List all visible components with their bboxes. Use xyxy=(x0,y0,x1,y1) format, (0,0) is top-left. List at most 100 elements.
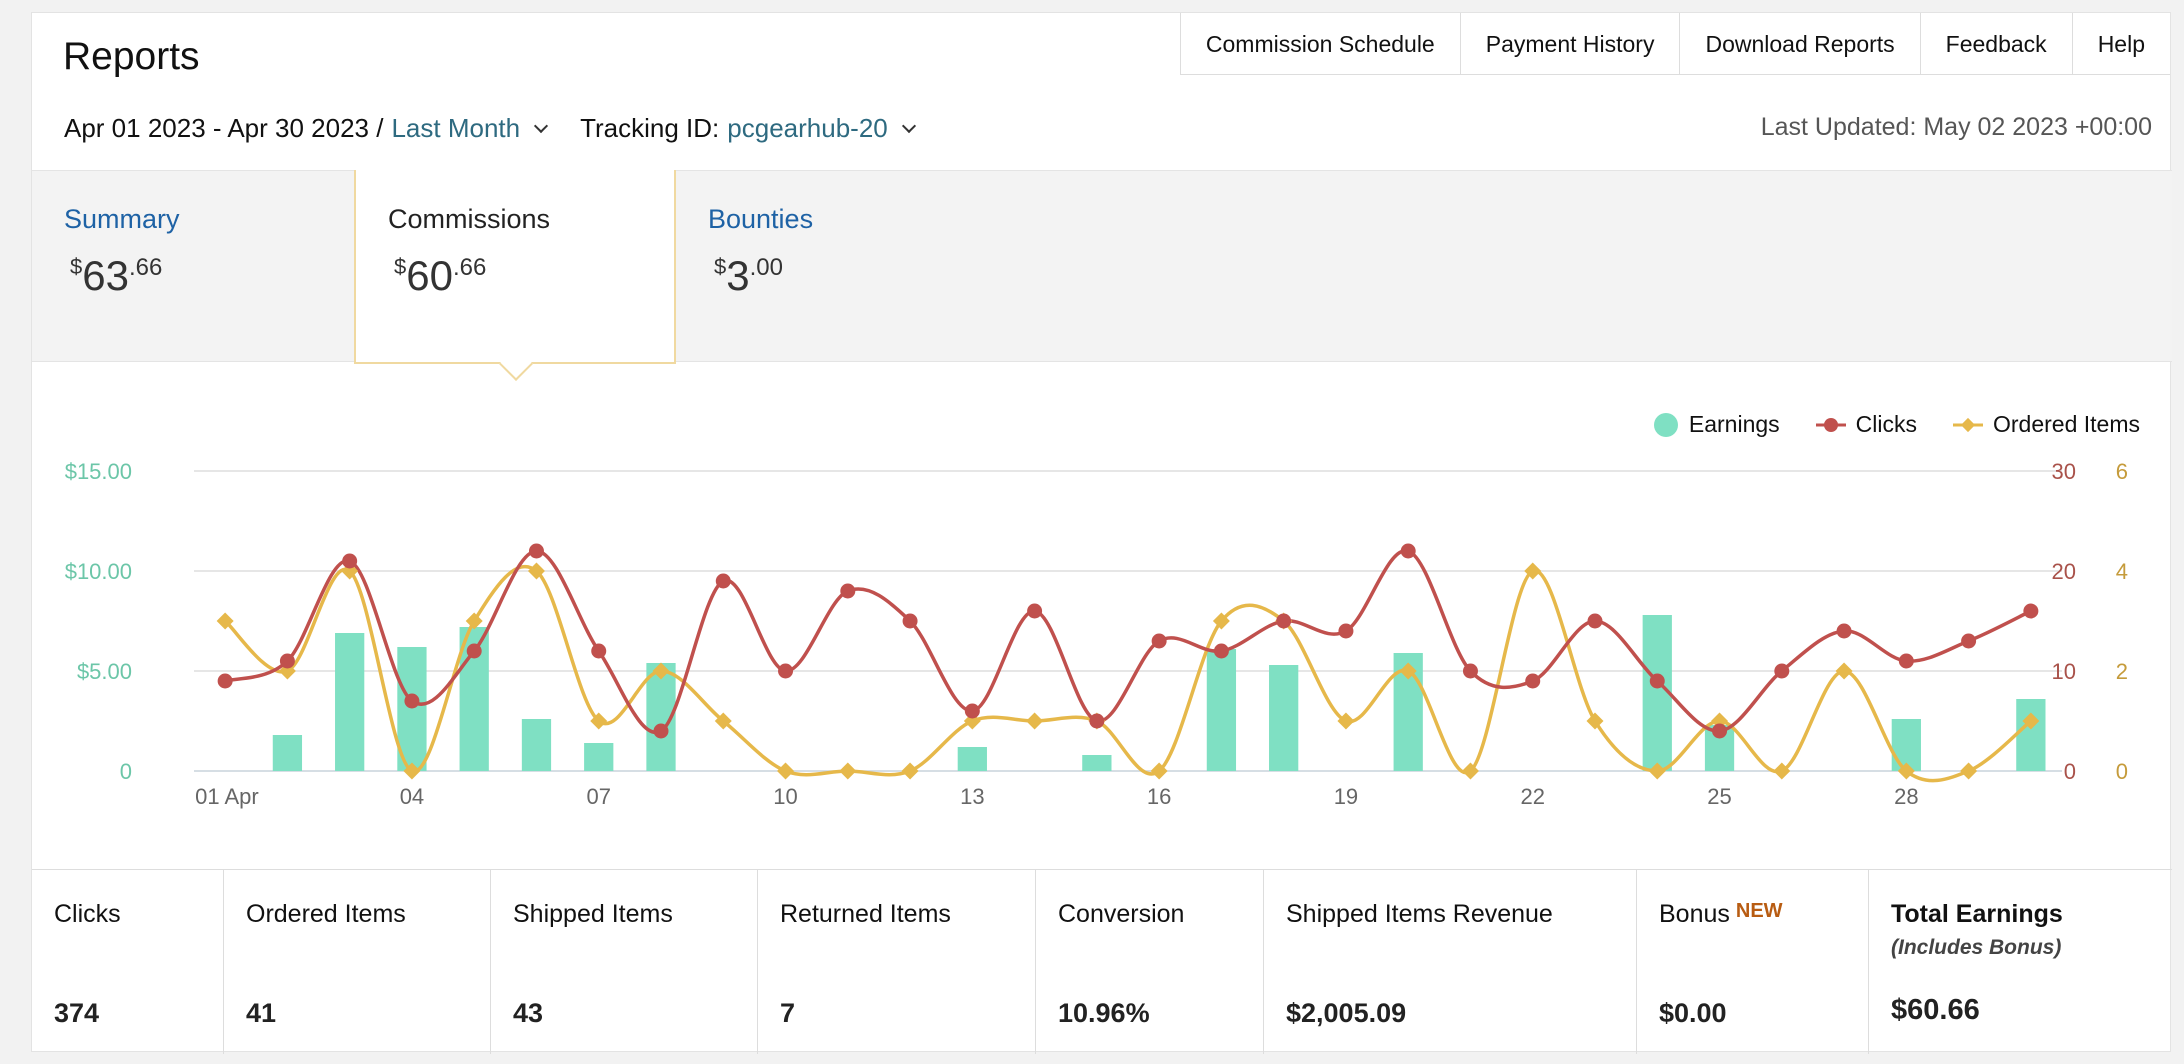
clicks-point xyxy=(1213,643,1229,659)
tab-summary-label: Summary xyxy=(64,204,180,234)
earnings-bar xyxy=(1891,719,1921,771)
stat-bonus-label: Bonus NEW xyxy=(1659,900,1783,928)
commission-schedule-link[interactable]: Commission Schedule xyxy=(1181,13,1461,74)
y-right-clicks-tick-label: 0 xyxy=(2064,759,2076,784)
tab-commissions[interactable]: Commissions $60.66 xyxy=(354,170,676,364)
new-badge: NEW xyxy=(1735,900,1783,922)
stat-bonus-value: $0.00 xyxy=(1659,998,1727,1028)
tab-bounties-amount: $3.00 xyxy=(714,252,783,299)
x-tick-label: 10 xyxy=(773,784,797,809)
ordered-items-point xyxy=(1461,762,1479,780)
stat-total-label: Total Earnings xyxy=(1891,900,2063,928)
clicks-point xyxy=(342,553,358,569)
clicks-point xyxy=(2023,603,2039,619)
last-updated: Last Updated: May 02 2023 +00:00 xyxy=(1760,113,2152,141)
y-right-items-tick-label: 4 xyxy=(2116,559,2128,584)
ordered-items-point xyxy=(1586,712,1604,730)
clicks-point xyxy=(1400,543,1416,559)
ordered-items-line xyxy=(223,564,2032,783)
y-left-tick-label: 0 xyxy=(120,759,132,784)
ordered-items-point xyxy=(2022,712,2040,730)
x-tick-label: 25 xyxy=(1707,784,1731,809)
clicks-point xyxy=(466,643,482,659)
stat-returned-label: Returned Items xyxy=(780,900,951,928)
payment-history-link[interactable]: Payment History xyxy=(1461,13,1681,74)
page-title: Reports xyxy=(63,35,200,78)
stat-total-value: $60.66 xyxy=(1891,994,1980,1026)
stat-conversion-value: 10.96% xyxy=(1058,998,1150,1028)
clicks-line-icon xyxy=(1815,417,1846,432)
clicks-point xyxy=(1525,673,1541,689)
date-range-text: Apr 01 2023 - Apr 30 2023 / xyxy=(64,113,384,143)
y-left-tick-label: $10.00 xyxy=(65,559,132,584)
legend-earnings[interactable]: Earnings xyxy=(1653,411,1780,438)
clicks-point xyxy=(528,543,544,559)
y-right-clicks-tick-label: 10 xyxy=(2052,659,2076,684)
tab-bounties-label: Bounties xyxy=(708,204,814,234)
feedback-link[interactable]: Feedback xyxy=(1921,13,2073,74)
x-tick-label: 22 xyxy=(1520,784,1544,809)
earnings-bar xyxy=(584,743,614,771)
ordered-items-point xyxy=(652,662,670,680)
y-right-items-tick-label: 6 xyxy=(2116,459,2128,484)
tab-bounties[interactable]: Bounties $3.00 xyxy=(676,170,996,362)
earnings-bar xyxy=(397,647,427,771)
ordered-items-point xyxy=(714,712,732,730)
clicks-point xyxy=(1836,623,1852,639)
stats-bar: Clicks 374 Ordered Items 41 Shipped Item… xyxy=(32,869,2172,1054)
ordered-items-point xyxy=(1026,712,1044,730)
tab-summary-amount: $63.66 xyxy=(70,252,163,299)
stat-clicks-value: 374 xyxy=(54,998,100,1028)
ordered-line-icon xyxy=(1953,417,1983,432)
stat-total-earnings: Total Earnings (Includes Bonus) $60.66 xyxy=(1869,870,2172,1054)
x-tick-label: 16 xyxy=(1147,784,1171,809)
tracking-id-dropdown[interactable]: pcgearhub-20 xyxy=(727,113,916,144)
legend-clicks[interactable]: Clicks xyxy=(1815,411,1917,438)
earnings-bar xyxy=(2016,699,2046,771)
earnings-chart: 0 $5.00 $10.00 $15.00 0 10 20 30 0 2 4 6 01 Apr 04 07 1… xyxy=(65,459,2128,809)
legend-ordered-items[interactable]: Ordered Items xyxy=(1953,411,2140,438)
ordered-items-point xyxy=(216,612,234,630)
x-tick-label: 28 xyxy=(1894,784,1918,809)
stat-clicks: Clicks 374 xyxy=(32,870,224,1054)
ordered-items-point xyxy=(465,612,483,630)
clicks-point xyxy=(1027,603,1043,619)
y-right-clicks-tick-label: 30 xyxy=(2052,459,2076,484)
stat-returned-value: 7 xyxy=(780,998,796,1028)
download-reports-link[interactable]: Download Reports xyxy=(1680,13,1921,74)
stat-bonus: Bonus NEW $0.00 xyxy=(1637,870,1869,1054)
earnings-bar xyxy=(521,719,552,771)
stat-ordered-value: 41 xyxy=(246,998,277,1028)
ordered-items-point xyxy=(1648,762,1666,780)
ordered-items-point xyxy=(1960,762,1978,780)
help-link[interactable]: Help xyxy=(2097,31,2145,57)
tab-summary[interactable]: Summary $63.66 xyxy=(32,170,352,362)
clicks-point xyxy=(1089,713,1105,729)
date-preset-dropdown[interactable]: Last Month xyxy=(391,113,549,144)
clicks-point xyxy=(1961,633,1977,649)
clicks-point xyxy=(1774,663,1790,679)
clicks-point xyxy=(902,613,918,629)
x-tick-label: 19 xyxy=(1334,784,1358,809)
earnings-bar xyxy=(272,735,303,771)
ordered-items-point xyxy=(527,562,545,580)
stat-revenue-value: $2,005.09 xyxy=(1286,998,1407,1028)
y-left-tick-label: $5.00 xyxy=(77,659,132,684)
clicks-point xyxy=(1649,673,1665,689)
tracking-id-value: pcgearhub-20 xyxy=(727,113,888,143)
stat-revenue: Shipped Items Revenue $2,005.09 xyxy=(1264,870,1637,1054)
ordered-items-point xyxy=(590,712,608,730)
clicks-point xyxy=(279,653,295,669)
earnings-bar xyxy=(1269,665,1299,771)
stat-shipped-label: Shipped Items xyxy=(513,900,673,928)
clicks-point xyxy=(964,703,980,719)
stat-returned: Returned Items 7 xyxy=(758,870,1036,1054)
ordered-items-point xyxy=(777,762,795,780)
y-left-tick-label: $15.00 xyxy=(65,459,132,484)
clicks-point xyxy=(1338,623,1354,639)
clicks-line xyxy=(224,549,2032,735)
earnings-dot-icon xyxy=(1653,412,1678,437)
x-tick-label: 13 xyxy=(960,784,984,809)
stat-shipped: Shipped Items 43 xyxy=(491,870,758,1054)
